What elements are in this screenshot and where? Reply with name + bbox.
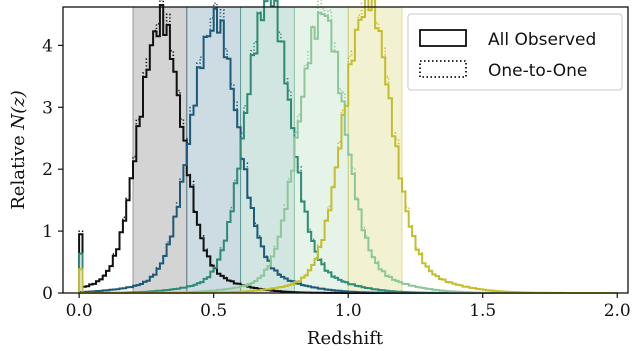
y-tick-label-1: 1	[42, 222, 53, 242]
legend: All Observed One-to-One	[407, 13, 623, 91]
y-tick-label-3: 3	[42, 98, 53, 118]
y-tick-label-0: 0	[42, 284, 53, 304]
x-tick-label-0: 0.0	[66, 301, 93, 321]
redshift-bin-band-1	[186, 6, 242, 294]
redshift-bin-band-0	[132, 6, 188, 294]
x-tick-label-1: 0.5	[200, 301, 227, 321]
x-axis-ticks: 0.0 0.5 1.0 1.5 2.0	[66, 293, 631, 321]
x-tick-label-2: 1.0	[335, 301, 362, 321]
redshift-bin-band-2	[240, 6, 295, 294]
legend-box	[407, 13, 623, 91]
legend-swatch-all-observed	[419, 29, 467, 47]
y-axis-ticks: 0 1 2 3 4	[42, 36, 63, 304]
x-tick-label-3: 1.5	[469, 301, 496, 321]
x-axis-label: Redshift	[307, 328, 384, 349]
plot-frame	[62, 6, 629, 294]
y-tick-label-2: 2	[42, 160, 53, 180]
legend-label-all-observed: All Observed	[488, 30, 596, 50]
redshift-bin-bands	[132, 6, 403, 294]
y-axis-label: Relative N(z)	[8, 90, 29, 210]
redshift-bin-band-4	[347, 6, 403, 294]
legend-label-one-to-one: One-to-One	[488, 61, 587, 81]
y-tick-label-4: 4	[42, 36, 53, 56]
x-tick-label-4: 2.0	[604, 301, 631, 321]
legend-swatch-one-to-one	[419, 60, 467, 78]
redshift-bin-band-3	[293, 6, 349, 294]
